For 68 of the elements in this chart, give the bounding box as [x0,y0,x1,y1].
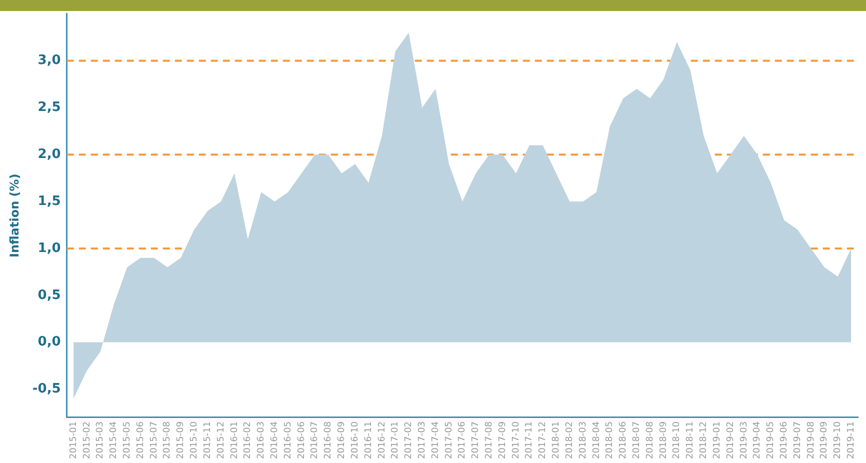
y-tick-label: 1,5 [38,194,61,209]
x-tick-label: 2019-02 [726,421,736,460]
x-tick-label: 2018-04 [592,421,602,460]
y-tick-label: 3,0 [38,53,61,68]
x-tick-label: 2018-10 [672,421,682,460]
x-tick-label: 2017-01 [390,421,401,460]
x-tick-label: 2015-07 [149,421,160,460]
x-tick-label: 2016-11 [364,421,374,460]
x-tick-label: 2019-11 [846,421,857,460]
x-tick-label: 2017-06 [458,421,468,460]
x-tick-label: 2019-04 [752,421,763,460]
x-tick-label: 2018-09 [658,421,669,460]
x-tick-label: 2016-04 [270,421,280,460]
x-tick-label: 2017-08 [484,421,495,460]
x-tick-label: 2018-11 [686,421,696,460]
x-tick-label: 2016-08 [324,421,334,460]
x-tick-label: 2015-12 [216,421,226,460]
x-tick-label: 2016-12 [377,421,388,460]
x-tick-label: 2015-08 [162,421,173,460]
x-tick-label: 2015-05 [122,421,133,460]
x-tick-label: 2015-11 [202,421,213,460]
x-tick-label: 2016-03 [256,421,267,460]
x-tick-label: 2017-04 [430,421,441,460]
x-tick-label: 2017-02 [404,421,414,460]
x-tick-label: 2017-12 [538,421,548,460]
y-tick-label: 0,5 [38,288,61,303]
x-tick-label: 2017-03 [417,421,428,460]
x-tick-label: 2018-05 [605,421,616,460]
x-tick-label: 2018-08 [645,421,656,460]
x-tick-label: 2015-01 [68,421,79,460]
x-tick-label: 2018-12 [699,421,710,460]
x-tick-label: 2019-09 [820,421,830,460]
x-tick-label: 2015-04 [109,421,120,460]
x-tick-label: 2017-05 [444,421,454,460]
x-tick-label: 2016-09 [337,421,348,460]
x-tick-label: 2019-07 [792,421,803,460]
x-tick-label: 2019-10 [833,421,844,460]
x-tick-label: 2015-09 [176,421,186,460]
x-tick-label: 2016-10 [350,421,360,460]
y-tick-label: 1,0 [38,240,61,256]
y-axis-title: Inflation (%) [7,174,22,258]
y-tick-label: 2,0 [38,146,61,162]
x-tick-label: 2016-02 [243,421,254,460]
x-tick-label: 2016-06 [296,421,307,460]
x-tick-label: 2017-09 [498,421,508,460]
x-tick-label: 2018-02 [564,421,575,460]
x-tick-label: 2019-01 [712,421,722,460]
x-tick-label: 2018-03 [578,421,588,460]
x-tick-label: 2015-10 [190,421,200,460]
x-tick-label: 2019-05 [766,421,776,460]
x-tick-label: 2015-06 [136,421,146,460]
x-tick-label: 2019-06 [780,421,790,460]
y-tick-label: 0,0 [38,334,61,350]
x-tick-label: 2016-01 [230,421,240,460]
x-tick-label: 2019-08 [806,421,816,460]
x-tick-label: 2018-06 [618,421,629,460]
x-tick-label: 2016-05 [283,421,294,460]
x-tick-label: 2019-03 [739,421,750,460]
x-tick-label: 2016-07 [310,421,320,460]
x-tick-label: 2015-02 [82,421,92,460]
x-tick-label: 2015-03 [96,421,106,460]
x-tick-label: 2017-07 [471,421,482,460]
x-tick-label: 2017-11 [524,421,535,460]
x-tick-label: 2018-01 [552,421,562,460]
y-tick-label: 2,5 [38,100,61,116]
x-tick-label: 2018-07 [632,421,642,460]
x-tick-label: 2017-10 [511,421,522,460]
y-tick-label: -0,5 [32,382,61,397]
